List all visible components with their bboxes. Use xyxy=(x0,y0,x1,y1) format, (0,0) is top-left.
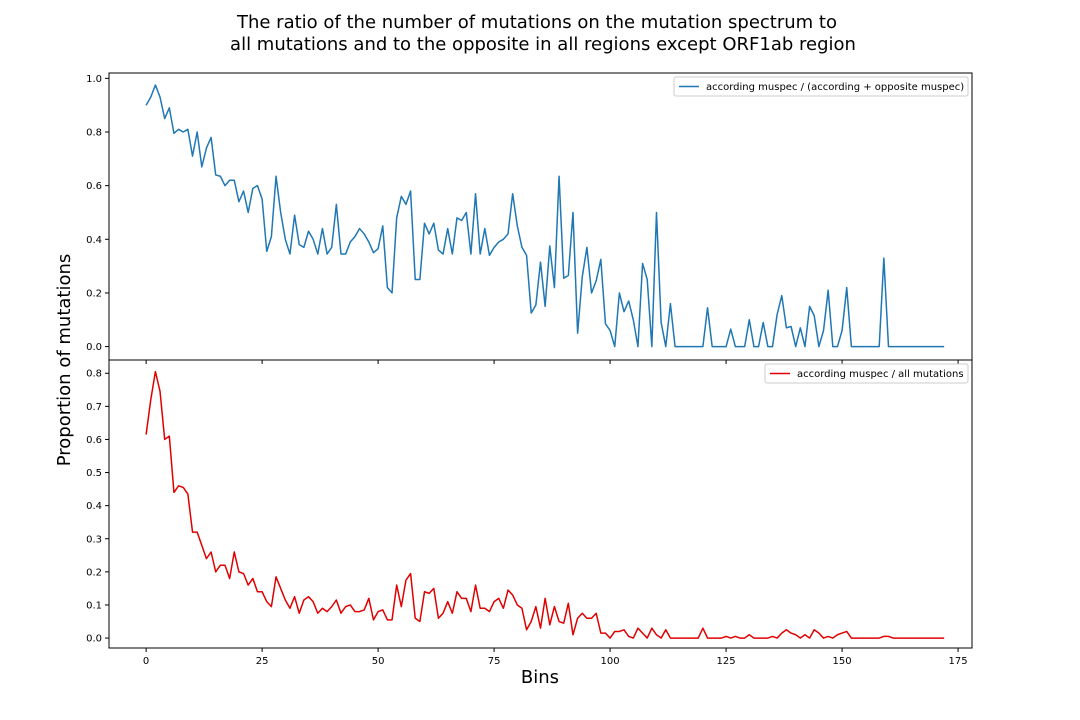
top-y-tick-label: 0.2 xyxy=(86,288,102,299)
top-x-axis xyxy=(145,360,959,364)
bot-y-tick-label: 0.3 xyxy=(86,534,102,545)
top-y-tick-label: 1.0 xyxy=(86,74,102,85)
x-axis-label: Bins xyxy=(521,667,559,688)
bottom-y-axis: 0.0 0.1 0.2 0.3 0.4 0.5 0.6 0.7 0.8 xyxy=(86,369,109,645)
bot-x-tick-label: 0 xyxy=(143,656,149,667)
chart-title-line-1: The ratio of the number of mutations on … xyxy=(236,12,837,33)
y-axis-label: Proportion of mutations xyxy=(54,254,75,467)
bot-x-tick-label: 25 xyxy=(256,656,269,667)
bot-y-tick-label: 0.2 xyxy=(86,567,102,578)
bot-x-tick-label: 100 xyxy=(601,656,620,667)
bot-y-tick-label: 0.8 xyxy=(86,369,102,380)
bottom-plot-frame xyxy=(108,359,973,649)
top-panel: 0.0 0.2 0.4 0.6 0.8 1.0 according muspec / (a… xyxy=(86,72,973,364)
bot-y-tick-label: 0.5 xyxy=(86,468,102,479)
bottom-legend-label: according muspec / all mutations xyxy=(797,369,964,380)
bot-y-tick-label: 0.0 xyxy=(86,634,102,645)
bot-y-tick-label: 0.6 xyxy=(86,435,102,446)
bottom-panel: 0.0 0.1 0.2 0.3 0.4 0.5 0.6 0.7 0.8 0 25 50 75 100 12… xyxy=(86,359,973,667)
bot-x-tick-label: 125 xyxy=(717,656,736,667)
bot-y-tick-label: 0.4 xyxy=(86,501,102,512)
top-plot-frame xyxy=(108,72,973,361)
top-y-tick-label: 0.8 xyxy=(86,128,102,139)
bot-x-tick-label: 75 xyxy=(488,656,501,667)
bottom-series-line xyxy=(145,370,945,639)
top-y-tick-label: 0.6 xyxy=(86,181,102,192)
bot-y-tick-label: 0.1 xyxy=(86,600,102,611)
top-legend-box xyxy=(673,76,969,97)
top-y-tick-label: 0.4 xyxy=(86,235,102,246)
chart-title-line-2: all mutations and to the opposite in all… xyxy=(230,34,856,55)
bot-x-tick-label: 50 xyxy=(372,656,385,667)
top-y-tick-label: 0.0 xyxy=(86,342,102,353)
bot-x-tick-label: 150 xyxy=(833,656,852,667)
top-legend: according muspec / (according + opposite… xyxy=(673,76,969,97)
bottom-x-axis: 0 25 50 75 100 125 150 175 xyxy=(143,648,968,667)
top-y-axis: 0.0 0.2 0.4 0.6 0.8 1.0 xyxy=(86,74,109,353)
bottom-legend: according muspec / all mutations xyxy=(764,363,969,384)
bot-y-tick-label: 0.7 xyxy=(86,402,102,413)
bot-x-tick-label: 175 xyxy=(949,656,968,667)
top-legend-label: according muspec / (according + opposite… xyxy=(706,82,964,93)
bottom-legend-box xyxy=(764,363,969,384)
top-series-line xyxy=(145,84,945,348)
